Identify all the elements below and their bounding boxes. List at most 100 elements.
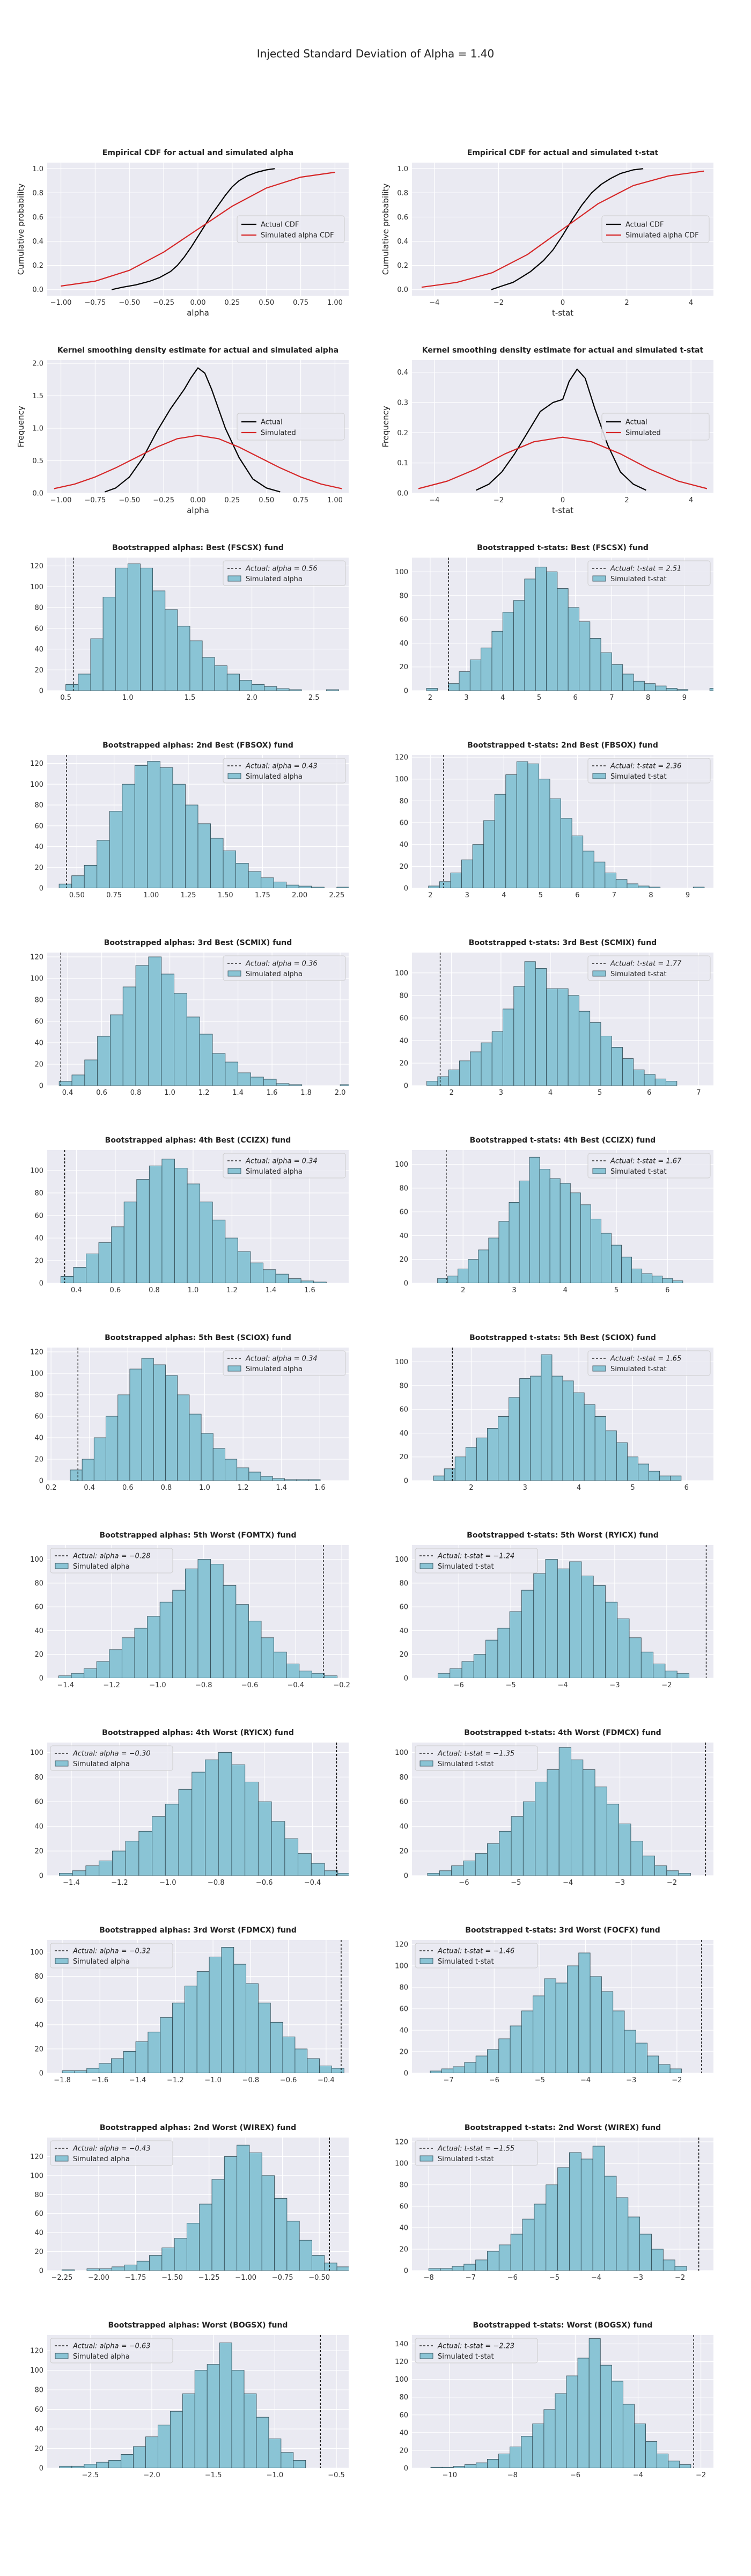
histogram-bar (238, 1072, 251, 1086)
histogram-bar (645, 2441, 658, 2468)
y-tick-label: 0.8 (397, 189, 408, 197)
y-tick-label: 60 (399, 2411, 408, 2419)
histogram-bar (192, 1772, 205, 1876)
histogram-bar (90, 638, 104, 691)
histogram-bar (72, 1870, 86, 1876)
histogram-bar (111, 1226, 124, 1283)
histogram-bar (196, 1971, 210, 2073)
y-tick-label: 100 (395, 2376, 408, 2384)
x-tick-label: −0.8 (242, 2076, 260, 2084)
histogram-bar (463, 2264, 476, 2271)
x-tick-label: 2.0 (335, 1089, 346, 1097)
histogram-bar (186, 1016, 200, 1086)
histogram-bar (642, 1273, 653, 1283)
histogram-bar (679, 2464, 691, 2468)
y-tick-label: 60 (34, 1212, 43, 1220)
x-tick-label: 5 (537, 694, 541, 702)
histogram-bar (147, 761, 160, 888)
y-tick-label: 60 (34, 1604, 43, 1612)
legend-swatch-simulated (227, 1365, 241, 1372)
histogram-bar (521, 2436, 533, 2468)
series-line-2 (61, 171, 335, 287)
legend-box (50, 2338, 173, 2363)
y-tick-label: 0.0 (397, 490, 408, 498)
histogram-bar (441, 2068, 454, 2073)
y-tick-label: 40 (34, 2229, 43, 2237)
y-tick-label: 60 (399, 616, 408, 624)
histogram-bar (235, 863, 249, 888)
subplot-title: Bootstrapped t-stats: Best (FSCSX) fund (477, 544, 649, 552)
histogram-bar (86, 1253, 99, 1283)
y-tick-label: 120 (395, 754, 408, 762)
histogram-bar (299, 2240, 312, 2271)
histogram-bar (555, 1982, 568, 2073)
histogram-bar (611, 1047, 623, 1086)
y-tick-label: 20 (399, 2447, 408, 2455)
histogram-bar (573, 1392, 585, 1481)
legend-box (415, 1943, 538, 1968)
y-tick-label: 20 (34, 1456, 43, 1464)
histogram-bar (666, 688, 678, 691)
legend-swatch-simulated (227, 1168, 241, 1174)
histogram-bar (182, 2393, 195, 2468)
histogram-bar (117, 1394, 130, 1481)
x-tick-label: −4 (429, 299, 439, 307)
y-tick-label: 1.0 (397, 165, 408, 173)
histogram-bar (122, 986, 136, 1086)
histogram-bar (601, 1991, 614, 2073)
histogram-bar (268, 2438, 282, 2468)
legend-box (50, 2140, 173, 2166)
y-tick-label: 40 (34, 1234, 43, 1242)
x-tick-label: 2 (428, 694, 432, 702)
y-tick-label: 100 (30, 2367, 43, 2375)
histogram-bar (539, 1168, 550, 1283)
histogram-bar (594, 1787, 607, 1876)
x-tick-label: −3 (626, 2076, 636, 2084)
histogram-bar (170, 2411, 183, 2468)
y-tick-label: 40 (399, 1430, 408, 1438)
histogram-bar (62, 2070, 75, 2073)
histogram-bar (458, 1268, 469, 1283)
histogram-bar (566, 2375, 578, 2468)
y-tick-label: 0 (404, 1477, 408, 1485)
legend-entry: Actual CDF (625, 221, 664, 229)
subplot-title: Bootstrapped alphas: 4th Best (CCIZX) fu… (105, 1136, 291, 1145)
y-tick-label: 100 (30, 781, 43, 789)
x-tick-label: 0.2 (46, 1484, 57, 1492)
histogram-bar (336, 887, 349, 888)
histogram-bar (529, 1157, 540, 1283)
histogram-bar (644, 683, 656, 691)
histogram-bar (284, 1479, 297, 1481)
y-tick-label: 0 (404, 2465, 408, 2473)
histogram-bar (223, 1585, 237, 1678)
series-line-2 (54, 435, 342, 489)
histogram-bar (250, 1077, 264, 1086)
histogram-bar (125, 1841, 139, 1876)
legend-box (237, 215, 345, 243)
legend-swatch-simulated (55, 2155, 69, 2162)
x-tick-label: 2 (450, 1089, 454, 1097)
subplot-title: Bootstrapped t-stats: 4th Best (CCIZX) f… (470, 1136, 656, 1145)
x-tick-label: −2 (667, 1879, 677, 1887)
histogram-bar (478, 1249, 489, 1283)
subplot-24: Bootstrapped t-stats: Worst (BOGSX) fund… (395, 2321, 713, 2479)
x-tick-label: −7 (466, 2274, 476, 2282)
y-tick-label: 20 (399, 863, 408, 871)
legend-entry-simulated: Simulated alpha (73, 2155, 130, 2163)
y-tick-label: 0 (39, 885, 43, 893)
y-tick-label: 80 (399, 992, 408, 1000)
histogram-bar (627, 1457, 638, 1481)
y-tick-label: 60 (34, 625, 43, 633)
x-tick-label: 7 (609, 694, 614, 702)
legend-entry-actual: Actual: t-stat = 2.51 (610, 565, 681, 573)
histogram-bar (189, 1414, 202, 1481)
y-tick-label: 80 (34, 1973, 43, 1981)
histogram-bar (261, 877, 274, 888)
histogram-bar (65, 684, 79, 691)
histogram-bar (235, 1604, 249, 1678)
x-tick-label: 2.00 (292, 891, 307, 899)
subplot-title: Bootstrapped alphas: 2nd Worst (WIREX) f… (100, 2124, 296, 2132)
histogram-bar (522, 1801, 536, 1876)
legend: Actual Simulated (601, 413, 710, 441)
x-tick-label: −0.6 (241, 1681, 259, 1689)
